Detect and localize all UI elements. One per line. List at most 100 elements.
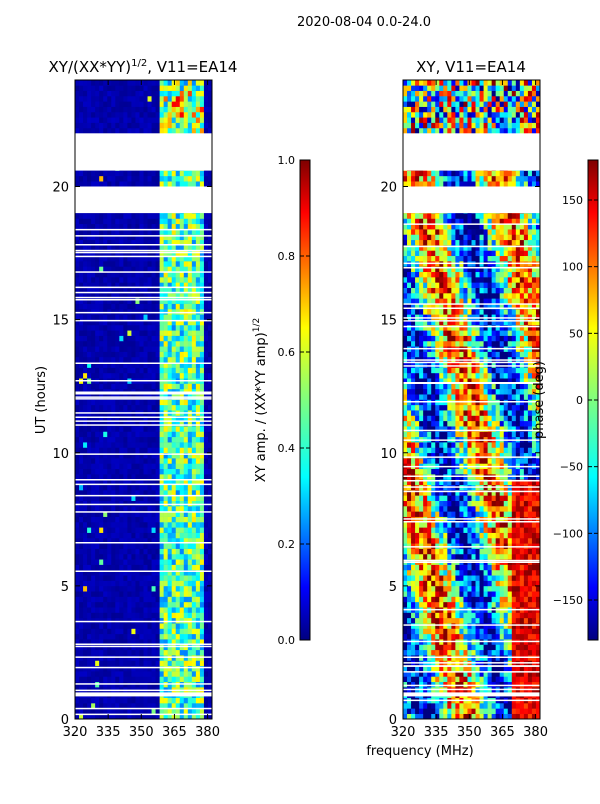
heatmap-cell — [127, 128, 131, 134]
heatmap-cell — [111, 543, 115, 549]
heatmap-cell — [176, 623, 180, 629]
heatmap-cell — [196, 469, 200, 475]
heatmap-cell — [200, 533, 204, 539]
heatmap-cell — [91, 650, 95, 656]
heatmap-cell — [172, 277, 176, 283]
heatmap-cell — [95, 336, 99, 342]
flag-line — [75, 393, 212, 395]
heatmap-cell — [127, 218, 131, 224]
heatmap-cell — [524, 618, 528, 624]
heatmap-cell — [528, 618, 532, 624]
heatmap-cell — [75, 373, 79, 379]
heatmap-cell — [75, 549, 79, 555]
heatmap-cell — [184, 655, 188, 661]
heatmap-cell — [91, 618, 95, 624]
heatmap-cell — [79, 660, 83, 666]
heatmap-cell — [419, 703, 423, 709]
heatmap-cell — [148, 341, 152, 347]
heatmap-cell — [168, 485, 172, 491]
heatmap-cell — [119, 107, 123, 113]
heatmap-cell — [168, 581, 172, 587]
heatmap-cell — [180, 346, 184, 352]
heatmap-cell — [188, 602, 192, 608]
heatmap-cell — [111, 597, 115, 603]
heatmap-cell — [200, 527, 204, 533]
heatmap-cell — [75, 527, 79, 533]
heatmap-cell — [488, 634, 492, 640]
heatmap-cell — [79, 112, 83, 118]
heatmap-cell — [111, 314, 115, 320]
heatmap-cell — [160, 575, 164, 581]
heatmap-cell — [131, 644, 135, 650]
heatmap-cell — [111, 384, 115, 390]
heatmap-cell — [115, 501, 119, 507]
heatmap-cell — [200, 501, 204, 507]
heatmap-cell — [87, 597, 91, 603]
flag-line — [75, 299, 212, 301]
heatmap-cell — [492, 613, 496, 619]
heatmap-cell — [139, 431, 143, 437]
heatmap-cell — [512, 650, 516, 656]
heatmap-cell — [87, 554, 91, 560]
heatmap-cell — [107, 107, 111, 113]
heatmap-cell — [115, 368, 119, 374]
heatmap-cell — [79, 698, 83, 704]
heatmap-cell — [168, 607, 172, 613]
heatmap-cell — [119, 549, 123, 555]
heatmap-cell — [472, 708, 476, 714]
heatmap-cell — [152, 181, 156, 187]
heatmap-cell — [91, 85, 95, 91]
heatmap-cell — [152, 368, 156, 374]
heatmap-cell — [75, 357, 79, 363]
heatmap-cell — [500, 650, 504, 656]
heatmap-cell — [107, 485, 111, 491]
heatmap-cell — [188, 613, 192, 619]
heatmap-cell — [204, 314, 208, 320]
heatmap-cell — [123, 309, 127, 315]
heatmap-cell — [467, 628, 471, 634]
heatmap-cell — [119, 352, 123, 358]
heatmap-cell — [91, 325, 95, 331]
heatmap-cell — [131, 336, 135, 342]
heatmap-cell — [176, 384, 180, 390]
heatmap-cell — [103, 405, 107, 411]
heatmap-cell — [148, 213, 152, 219]
heatmap-cell — [131, 501, 135, 507]
heatmap-cell — [103, 469, 107, 475]
heatmap-cell — [172, 527, 176, 533]
heatmap-cell — [75, 565, 79, 571]
heatmap-cell — [79, 490, 83, 496]
heatmap-cell — [95, 676, 99, 682]
heatmap-cell — [164, 442, 168, 448]
heatmap-cell — [87, 447, 91, 453]
heatmap-cell — [504, 591, 508, 597]
heatmap-cell — [115, 671, 119, 677]
heatmap-cell — [204, 426, 208, 432]
heatmap-cell — [156, 586, 160, 592]
heatmap-cell — [407, 634, 411, 640]
heatmap-cell — [144, 463, 148, 469]
heatmap-cell — [115, 336, 119, 342]
heatmap-cell — [204, 341, 208, 347]
heatmap-cell — [180, 384, 184, 390]
heatmap-cell — [196, 176, 200, 182]
heatmap-cell — [144, 506, 148, 512]
heatmap-cell — [144, 107, 148, 113]
heatmap-cell — [427, 613, 431, 619]
heatmap-cell — [95, 628, 99, 634]
heatmap-cell — [192, 117, 196, 123]
heatmap-cell — [463, 628, 467, 634]
heatmap-cell — [131, 442, 135, 448]
heatmap-cell — [87, 304, 91, 310]
heatmap-cell — [204, 85, 208, 91]
heatmap-cell — [196, 224, 200, 230]
heatmap-cell — [411, 602, 415, 608]
heatmap-cell — [144, 437, 148, 443]
heatmap-cell — [439, 644, 443, 650]
heatmap-cell — [148, 586, 152, 592]
heatmap-cell — [192, 586, 196, 592]
heatmap-cell — [123, 666, 127, 672]
heatmap-cell — [439, 714, 443, 720]
heatmap-cell — [192, 171, 196, 177]
heatmap-cell — [508, 602, 512, 608]
